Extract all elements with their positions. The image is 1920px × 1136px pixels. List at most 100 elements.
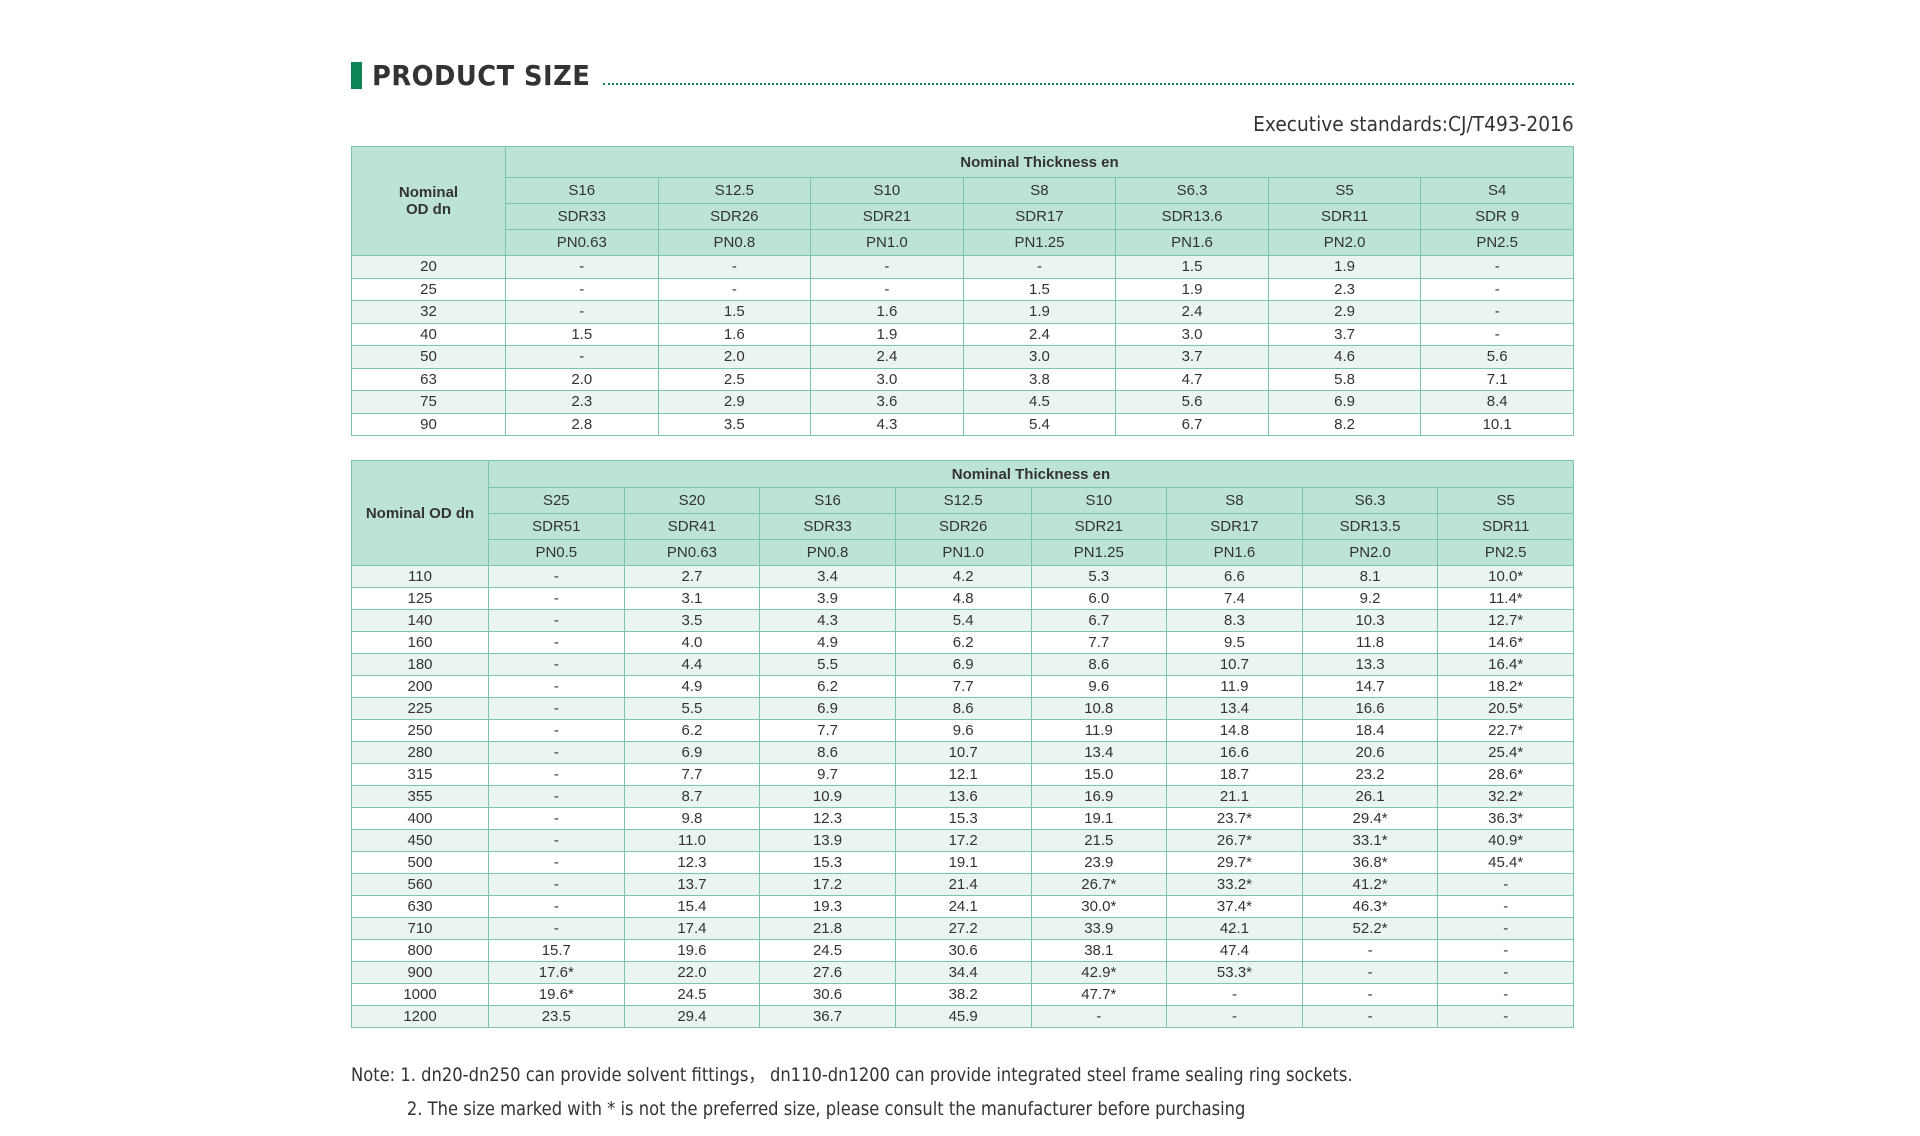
thickness-cell: 33.9: [1030, 917, 1168, 940]
series-header: S8: [1166, 487, 1303, 514]
thickness-cell: 41.2*: [1301, 873, 1439, 896]
thickness-cell: 8.3: [1166, 609, 1303, 632]
thickness-cell: 36.8*: [1301, 851, 1439, 874]
thickness-cell: 4.2: [894, 565, 1032, 588]
od-cell: 20: [351, 255, 506, 279]
thickness-cell: 18.4: [1301, 719, 1439, 742]
thickness-cell: 36.7: [759, 1005, 896, 1028]
thickness-cell: 3.4: [759, 565, 896, 588]
thickness-cell: -: [1420, 277, 1574, 301]
thickness-cell: 33.2*: [1166, 873, 1303, 896]
header-row-pn: PN0.63 PN0.8 PN1.0 PN1.25 PN1.6 PN2.0 PN2.5: [352, 229, 1574, 256]
header-row-series: S25 S20 S16 S12.5 S10 S8 S6.3 S5: [352, 487, 1574, 514]
thickness-cell: 7.7: [1030, 631, 1168, 654]
thickness-cell: 6.2: [759, 675, 896, 698]
od-cell: 355: [351, 785, 489, 808]
thickness-cell: 27.2: [894, 917, 1032, 940]
thickness-cell: 18.2*: [1437, 675, 1574, 698]
thickness-cell: 20.6: [1301, 741, 1439, 764]
thickness-cell: 6.2: [894, 631, 1032, 654]
od-cell: 40: [351, 322, 506, 346]
thickness-cell: 24.5: [623, 983, 761, 1006]
thickness-cell: -: [1437, 961, 1574, 984]
od-cell: 710: [351, 917, 489, 940]
thickness-cell: 30.0*: [1030, 895, 1168, 918]
header-row-group: Nominal OD dn Nominal Thickness en: [351, 460, 1574, 566]
thickness-cell: 5.4: [962, 412, 1117, 436]
thickness-cell: 14.7: [1301, 675, 1439, 698]
thickness-cell: 53.3*: [1166, 961, 1303, 984]
thickness-cell: 4.3: [810, 412, 964, 436]
sdr-header: SDR17: [962, 203, 1117, 230]
thickness-cell: 5.6: [1420, 345, 1574, 369]
thickness-cell: -: [1301, 961, 1439, 984]
thickness-cell: -: [1437, 939, 1574, 962]
od-cell: 75: [351, 390, 506, 414]
series-header: S5: [1267, 177, 1422, 204]
series-header: S16: [759, 487, 896, 514]
series-header: S20: [623, 487, 761, 514]
thickness-cell: 3.7: [1267, 322, 1422, 346]
table-row: 125-3.1 3.9 4.8 6.0 7.4 9.2 11.4*: [351, 587, 1574, 610]
od-cell: 800: [351, 939, 489, 962]
thickness-cell: 22.7*: [1437, 719, 1574, 742]
thickness-cell: 14.6*: [1437, 631, 1574, 654]
pn-header: PN0.8: [759, 539, 896, 566]
thickness-cell: 13.4: [1166, 697, 1303, 720]
table-row: 160-4.0 4.9 6.2 7.7 9.5 11.8 14.6*: [351, 631, 1574, 654]
thickness-cell: 5.3: [1030, 565, 1168, 588]
od-header: Nominal OD dn: [351, 460, 489, 566]
pn-header: PN2.5: [1437, 539, 1574, 566]
thickness-cell: -: [657, 255, 812, 279]
table-row: 110-2.7 3.4 4.2 5.3 6.6 8.1 10.0*: [351, 565, 1574, 588]
thickness-cell: -: [488, 917, 625, 940]
thickness-cell: 8.1: [1301, 565, 1439, 588]
thickness-cell: -: [488, 697, 625, 720]
thickness-cell: -: [488, 719, 625, 742]
pn-header: PN0.5: [488, 539, 625, 566]
note-2: 2. The size marked with * is not the pre…: [406, 1098, 1246, 1120]
thickness-cell: -: [1301, 1005, 1439, 1028]
sdr-header: SDR 9: [1420, 203, 1574, 230]
thickness-cell: 5.5: [759, 653, 896, 676]
thickness-cell: 1.9: [810, 322, 964, 346]
thickness-cell: 13.3: [1301, 653, 1439, 676]
thickness-cell: 24.1: [894, 895, 1032, 918]
thickness-cell: 40.9*: [1437, 829, 1574, 852]
od-cell: 1000: [351, 983, 489, 1006]
thickness-cell: 21.4: [894, 873, 1032, 896]
thickness-cell: 8.2: [1267, 412, 1422, 436]
header-row-group: Nominal OD dn Nominal Thickness en: [351, 146, 1574, 256]
pn-header: PN0.63: [505, 229, 659, 256]
table-row: 900 17.6* 22.0 27.6 34.4 42.9* 53.3* - -: [351, 961, 1574, 984]
thickness-cell: -: [488, 675, 625, 698]
thickness-cell: -: [1301, 983, 1439, 1006]
thickness-cell: 9.6: [1030, 675, 1168, 698]
thickness-cell: 21.8: [759, 917, 896, 940]
group-header: Nominal Thickness en: [488, 460, 1574, 488]
table-row: 140-3.5 4.3 5.4 6.7 8.3 10.3 12.7*: [351, 609, 1574, 632]
sdr-header: SDR26: [657, 203, 812, 230]
series-header: S10: [1030, 487, 1168, 514]
thickness-cell: 1.5: [1115, 255, 1269, 279]
od-cell: 63: [351, 367, 506, 391]
thickness-cell: 17.2: [759, 873, 896, 896]
pn-header: PN1.6: [1115, 229, 1269, 256]
thickness-cell: -: [1166, 983, 1303, 1006]
sdr-header: SDR13.5: [1301, 513, 1439, 540]
thickness-cell: 14.8: [1166, 719, 1303, 742]
thickness-cell: 13.7: [623, 873, 761, 896]
thickness-cell: 3.5: [657, 412, 812, 436]
od-header: Nominal OD dn: [351, 146, 506, 256]
section-header: PRODUCT SIZE: [351, 58, 1574, 92]
table-row: 800 15.7 19.6 24.5 30.6 38.1 47.4- -: [351, 939, 1574, 962]
thickness-cell: 7.1: [1420, 367, 1574, 391]
thickness-cell: 2.4: [810, 345, 964, 369]
thickness-cell: -: [488, 653, 625, 676]
sdr-header: SDR26: [894, 513, 1032, 540]
od-header-line: Nominal: [398, 184, 459, 201]
thickness-cell: 3.9: [759, 587, 896, 610]
thickness-cell: -: [505, 277, 659, 301]
thickness-cell: 23.7*: [1166, 807, 1303, 830]
thickness-cell: 4.9: [623, 675, 761, 698]
